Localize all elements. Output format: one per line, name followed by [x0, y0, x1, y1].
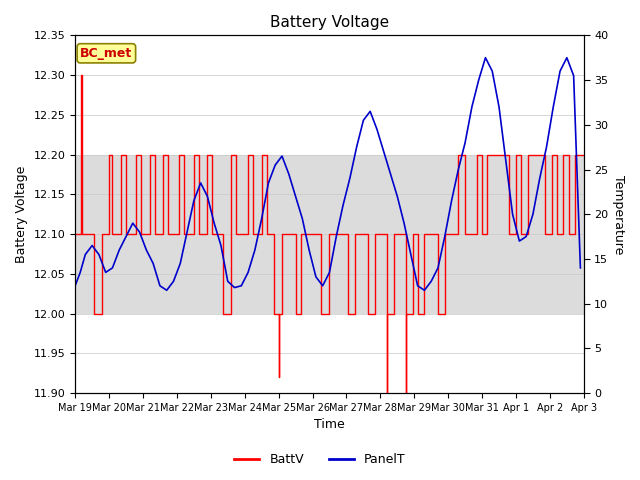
Y-axis label: Temperature: Temperature [612, 175, 625, 254]
Y-axis label: Battery Voltage: Battery Voltage [15, 166, 28, 263]
Bar [75, 155, 584, 313]
Legend: BattV, PanelT: BattV, PanelT [229, 448, 411, 471]
Title: Battery Voltage: Battery Voltage [270, 15, 389, 30]
X-axis label: Time: Time [314, 419, 345, 432]
Text: BC_met: BC_met [80, 47, 132, 60]
